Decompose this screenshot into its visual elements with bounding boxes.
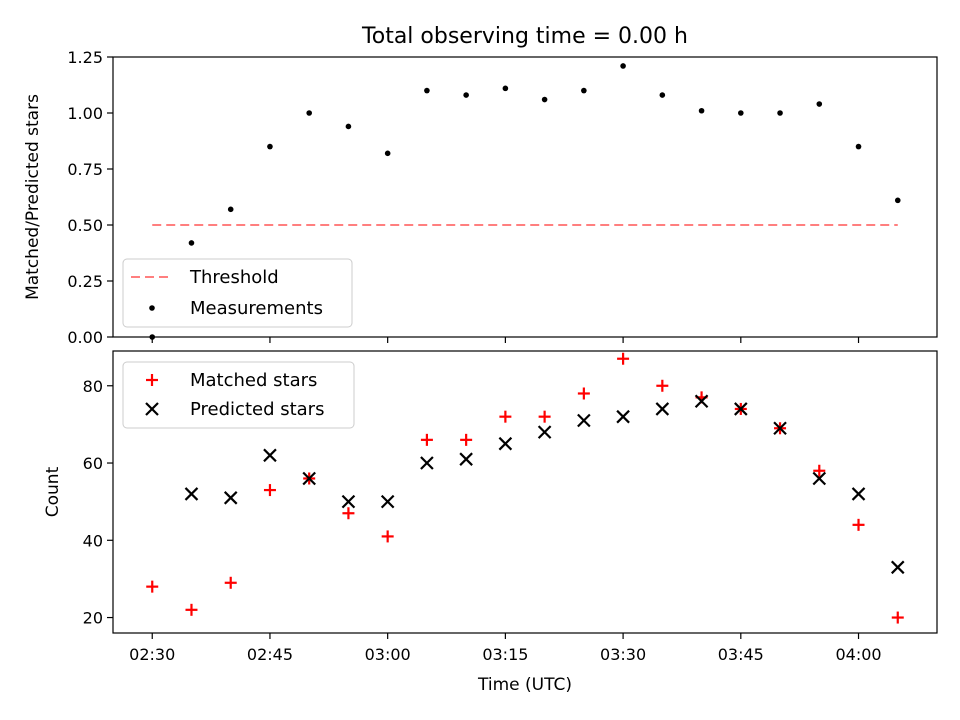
matched-point bbox=[381, 530, 394, 543]
measurement-point bbox=[855, 143, 862, 150]
x-tick-label: 03:00 bbox=[365, 645, 411, 664]
matched-point bbox=[224, 576, 237, 589]
predicted-point bbox=[184, 487, 199, 501]
matched-point bbox=[656, 379, 669, 392]
top-y-tick-label: 1.00 bbox=[67, 104, 103, 123]
predicted-point bbox=[223, 491, 238, 505]
predicted-point bbox=[302, 471, 316, 486]
top-y-axis: 0.00 0.25 0.50 0.75 1.00 1.25 bbox=[67, 48, 113, 347]
top-x-axis bbox=[151, 337, 860, 343]
measurement-point bbox=[894, 197, 901, 204]
matched-point bbox=[813, 464, 826, 477]
legend-measurements-label: Measurements bbox=[190, 298, 323, 319]
measurement-point bbox=[463, 92, 469, 98]
bottom-y-tick-label: 60 bbox=[83, 454, 103, 473]
predicted-point bbox=[263, 448, 277, 463]
top-legend-box bbox=[122, 258, 353, 328]
top-y-tick-label: 1.25 bbox=[67, 48, 103, 67]
top-y-tick-label: 0.75 bbox=[67, 160, 103, 179]
predicted-point bbox=[341, 494, 356, 509]
matched-point bbox=[577, 387, 590, 400]
matched-point bbox=[146, 580, 159, 593]
measurement-point bbox=[306, 110, 312, 116]
x-tick-label: 03:45 bbox=[718, 645, 764, 664]
bottom-y-tick-label: 40 bbox=[83, 531, 103, 550]
measurement-point bbox=[738, 110, 744, 116]
matched-point bbox=[185, 603, 198, 616]
bottom-y-axis: 20 40 60 80 bbox=[83, 377, 113, 628]
top-plot-frame bbox=[112, 56, 938, 338]
predicted-point bbox=[734, 402, 748, 416]
measurement-point bbox=[698, 107, 705, 114]
matched-point bbox=[891, 611, 904, 624]
matched-point bbox=[342, 507, 355, 520]
x-tick-label: 02:45 bbox=[247, 645, 293, 664]
predicted-point bbox=[773, 421, 787, 436]
legend-matched-swatch bbox=[146, 374, 158, 386]
x-tick-label: 03:15 bbox=[482, 645, 528, 664]
measurement-point bbox=[541, 96, 548, 103]
measurement-point bbox=[188, 240, 195, 246]
measurement-points bbox=[149, 63, 901, 340]
predicted-point bbox=[498, 436, 513, 451]
predicted-point bbox=[459, 452, 473, 466]
top-panel: Total observing time = 0.00 h 0.000.250.… bbox=[23, 24, 938, 347]
matched-point bbox=[538, 410, 551, 423]
bottom-x-axis: 02:30 02:45 03:00 03:15 03:30 03:45 04:00 bbox=[129, 633, 882, 664]
predicted-point bbox=[577, 413, 591, 428]
predicted-point bbox=[851, 487, 866, 501]
predicted-point bbox=[694, 394, 709, 408]
count-points bbox=[146, 352, 905, 624]
measurement-point bbox=[267, 143, 273, 150]
matched-point bbox=[499, 410, 512, 423]
measurement-point bbox=[502, 85, 509, 92]
measurement-point bbox=[424, 87, 430, 94]
top-y-axis-label: Matched/Predicted stars bbox=[23, 94, 43, 300]
measurement-point bbox=[345, 123, 352, 130]
predicted-point bbox=[655, 402, 670, 416]
measurement-point bbox=[581, 87, 587, 94]
matched-point bbox=[263, 484, 276, 497]
measurement-point bbox=[816, 101, 823, 107]
predicted-point bbox=[890, 560, 905, 575]
x-tick-label: 02:30 bbox=[129, 645, 175, 664]
measurement-point bbox=[777, 110, 783, 116]
legend-predicted-label: Predicted stars bbox=[190, 399, 324, 420]
predicted-point bbox=[537, 425, 552, 439]
top-y-tick-label: 0.50 bbox=[67, 216, 103, 235]
matched-point bbox=[852, 518, 865, 531]
measurement-point bbox=[227, 206, 234, 213]
x-axis-label: Time (UTC) bbox=[477, 675, 572, 695]
top-legend: Threshold Measurements bbox=[122, 258, 353, 328]
matched-point bbox=[420, 433, 433, 446]
bottom-y-tick-label: 80 bbox=[83, 377, 103, 396]
bottom-legend: Matched stars Predicted stars bbox=[122, 361, 355, 429]
bottom-legend-box bbox=[122, 361, 355, 429]
top-y-tick-label: 0.25 bbox=[67, 272, 103, 291]
top-y-tick-label: 0.00 bbox=[67, 328, 103, 347]
x-tick-label: 03:30 bbox=[600, 645, 646, 664]
x-tick-label: 04:00 bbox=[835, 645, 881, 664]
predicted-point bbox=[616, 409, 630, 424]
chart-title: Total observing time = 0.00 h bbox=[361, 24, 688, 49]
bottom-plot-frame bbox=[112, 350, 938, 634]
predicted-point bbox=[420, 456, 434, 470]
matched-point bbox=[460, 433, 473, 446]
legend-matched-label: Matched stars bbox=[190, 370, 317, 391]
predicted-point bbox=[812, 471, 827, 486]
legend-measurements-swatch bbox=[149, 305, 155, 311]
measurement-point bbox=[384, 150, 391, 157]
bottom-y-axis-label: Count bbox=[43, 466, 63, 517]
bottom-y-tick-label: 20 bbox=[83, 609, 103, 628]
measurement-point bbox=[620, 63, 626, 69]
legend-predicted-swatch bbox=[145, 402, 159, 416]
predicted-point bbox=[380, 494, 395, 509]
matched-point bbox=[617, 352, 630, 365]
measurement-point bbox=[659, 92, 666, 98]
legend-threshold-label: Threshold bbox=[189, 267, 279, 288]
